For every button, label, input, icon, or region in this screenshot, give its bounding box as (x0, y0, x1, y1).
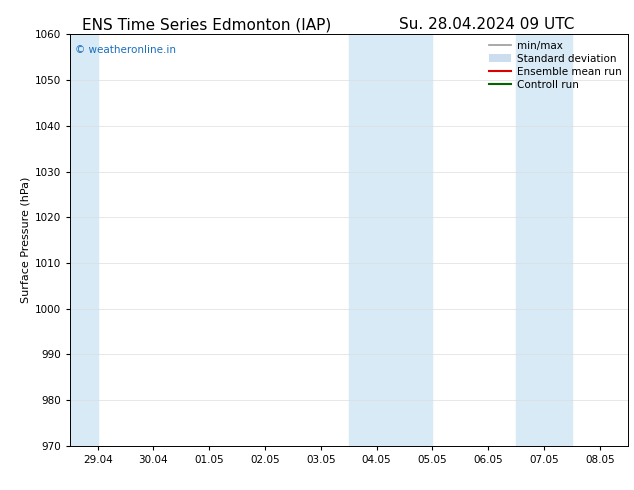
Bar (516, 34, 544, 446)
Y-axis label: Surface Pressure (hPa): Surface Pressure (hPa) (20, 177, 30, 303)
Bar (349, 34, 377, 446)
Text: © weatheronline.in: © weatheronline.in (75, 45, 176, 54)
Text: Su. 28.04.2024 09 UTC: Su. 28.04.2024 09 UTC (399, 17, 575, 32)
Bar (377, 34, 432, 446)
Bar (70, 34, 98, 446)
Bar (544, 34, 572, 446)
Text: ENS Time Series Edmonton (IAP): ENS Time Series Edmonton (IAP) (82, 17, 332, 32)
Legend: min/max, Standard deviation, Ensemble mean run, Controll run: min/max, Standard deviation, Ensemble me… (484, 36, 626, 94)
